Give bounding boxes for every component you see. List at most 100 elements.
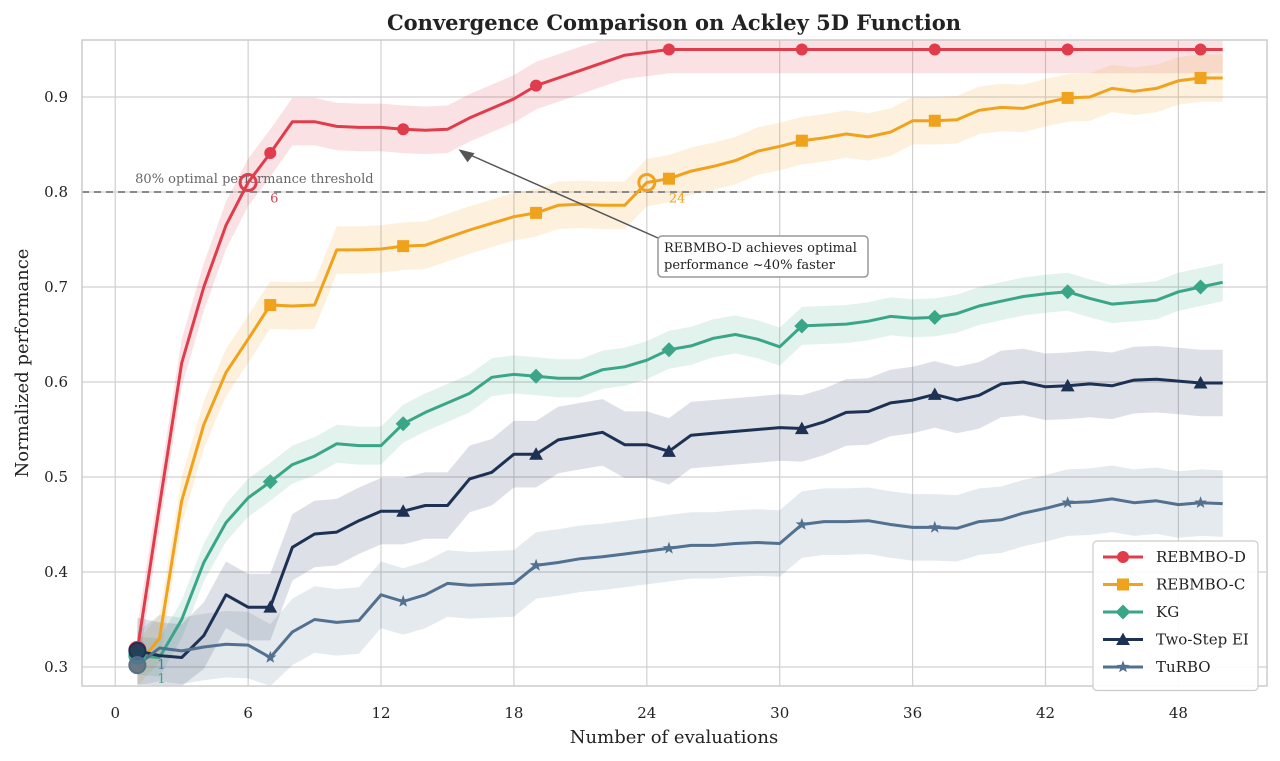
data-point — [1194, 72, 1207, 84]
legend-swatch-marker — [1117, 578, 1129, 591]
data-point — [795, 134, 808, 147]
x-tick-label: 12 — [371, 704, 390, 722]
data-point — [395, 416, 411, 432]
legend-entry-label: KG — [1156, 603, 1179, 621]
crossing-marker — [637, 173, 657, 192]
data-point — [264, 650, 277, 663]
data-point — [397, 123, 410, 136]
legend: REBMBO-D REBMBO-C KG Two-Step EI TuRBO — [1092, 540, 1259, 692]
start-point-label: 1 — [157, 658, 165, 673]
confidence-band — [137, 54, 1223, 686]
confidence-band — [137, 345, 1223, 686]
data-point — [530, 206, 543, 219]
x-tick-label: 30 — [770, 704, 789, 722]
y-axis-label: Normalized performance — [12, 249, 33, 478]
data-point — [397, 240, 410, 253]
data-point — [530, 79, 543, 92]
chart-title: Convergence Comparison on Ackley 5D Func… — [387, 10, 961, 35]
legend-entry-label: REBMBO-D — [1156, 548, 1246, 566]
start-point-marker — [128, 656, 147, 675]
data-point — [795, 517, 809, 530]
legend-entry-label: Two-Step EI — [1156, 631, 1249, 649]
series-line — [135, 48, 1223, 651]
data-point — [264, 147, 277, 160]
x-tick-label: 42 — [1036, 704, 1055, 722]
data-point — [1193, 376, 1208, 389]
legend-swatch-marker — [1117, 551, 1129, 563]
data-point — [662, 541, 676, 554]
start-point-label: 1 — [157, 672, 165, 687]
data-point — [794, 318, 810, 334]
legend-entry-label: TuRBO — [1156, 658, 1211, 676]
x-tick-label: 6 — [243, 704, 253, 722]
data-point — [1061, 43, 1074, 56]
annotation-box — [657, 235, 869, 278]
data-point — [927, 309, 943, 325]
callouts: 11 6 24 REBMBO-D achieves optimal performanc… — [128, 149, 869, 687]
data-point — [928, 520, 941, 533]
y-tick-label: 0.9 — [44, 88, 68, 106]
annotation-text: performance ~40% faster — [664, 258, 836, 273]
x-tick-label: 24 — [637, 704, 656, 722]
series-line — [136, 76, 1223, 667]
confidence-bands — [137, 40, 1223, 686]
legend-entry-label: REBMBO-C — [1156, 576, 1245, 594]
crossing-label: 24 — [669, 192, 686, 207]
x-tick-label: 18 — [504, 704, 523, 722]
data-point — [263, 600, 278, 613]
y-tick-label: 0.4 — [44, 563, 68, 581]
data-point — [1061, 91, 1074, 104]
legend-swatch-marker — [1115, 604, 1131, 620]
y-tick-label: 0.6 — [44, 373, 68, 391]
data-point — [1193, 279, 1209, 295]
legend-swatch-marker — [1116, 632, 1130, 646]
x-axis-label: Number of evaluations — [570, 727, 778, 748]
y-tick-label: 0.5 — [44, 468, 68, 486]
series-line — [137, 377, 1223, 659]
data-point — [396, 504, 411, 517]
plot-frame — [81, 39, 1268, 687]
data-point — [662, 444, 676, 457]
crossing-marker — [238, 173, 258, 192]
data-point — [264, 299, 277, 312]
x-tick-label: 0 — [110, 704, 120, 722]
series-lines — [135, 48, 1224, 667]
data-point — [1060, 378, 1075, 392]
annotation-text: REBMBO-D achieves optimal — [664, 241, 857, 256]
data-point — [661, 342, 677, 358]
data-point — [1194, 43, 1207, 56]
data-point — [1194, 496, 1207, 508]
data-point — [662, 172, 675, 185]
data-point — [927, 387, 942, 400]
data-point — [529, 558, 543, 571]
crossing-label: 6 — [270, 192, 278, 207]
data-point — [662, 43, 675, 56]
legend-box — [1092, 540, 1259, 692]
data-point — [528, 368, 544, 384]
annotation-arrow — [468, 153, 659, 239]
legend-swatch-marker — [1116, 660, 1130, 673]
x-tick-labels: 0 6 12 18 24 30 36 42 48 — [110, 704, 1187, 722]
data-point — [795, 43, 808, 56]
data-point — [529, 447, 543, 460]
annotation-arrowhead — [458, 149, 475, 163]
series-line — [136, 497, 1223, 667]
data-point — [928, 114, 941, 127]
y-tick-label: 0.7 — [44, 278, 68, 296]
series-line — [137, 280, 1224, 659]
data-point — [794, 421, 809, 435]
data-point — [396, 594, 410, 607]
y-tick-label: 0.3 — [44, 658, 68, 676]
data-point — [1060, 284, 1076, 300]
y-tick-label: 0.8 — [44, 183, 68, 201]
x-tick-label: 48 — [1169, 704, 1188, 722]
series-markers — [262, 43, 1209, 663]
data-point — [262, 474, 278, 490]
data-point — [928, 43, 941, 56]
confidence-band — [137, 465, 1223, 686]
data-point — [1061, 496, 1074, 508]
x-tick-label: 36 — [903, 704, 922, 722]
y-tick-labels: 0.3 0.4 0.5 0.6 0.7 0.8 0.9 — [44, 88, 68, 676]
